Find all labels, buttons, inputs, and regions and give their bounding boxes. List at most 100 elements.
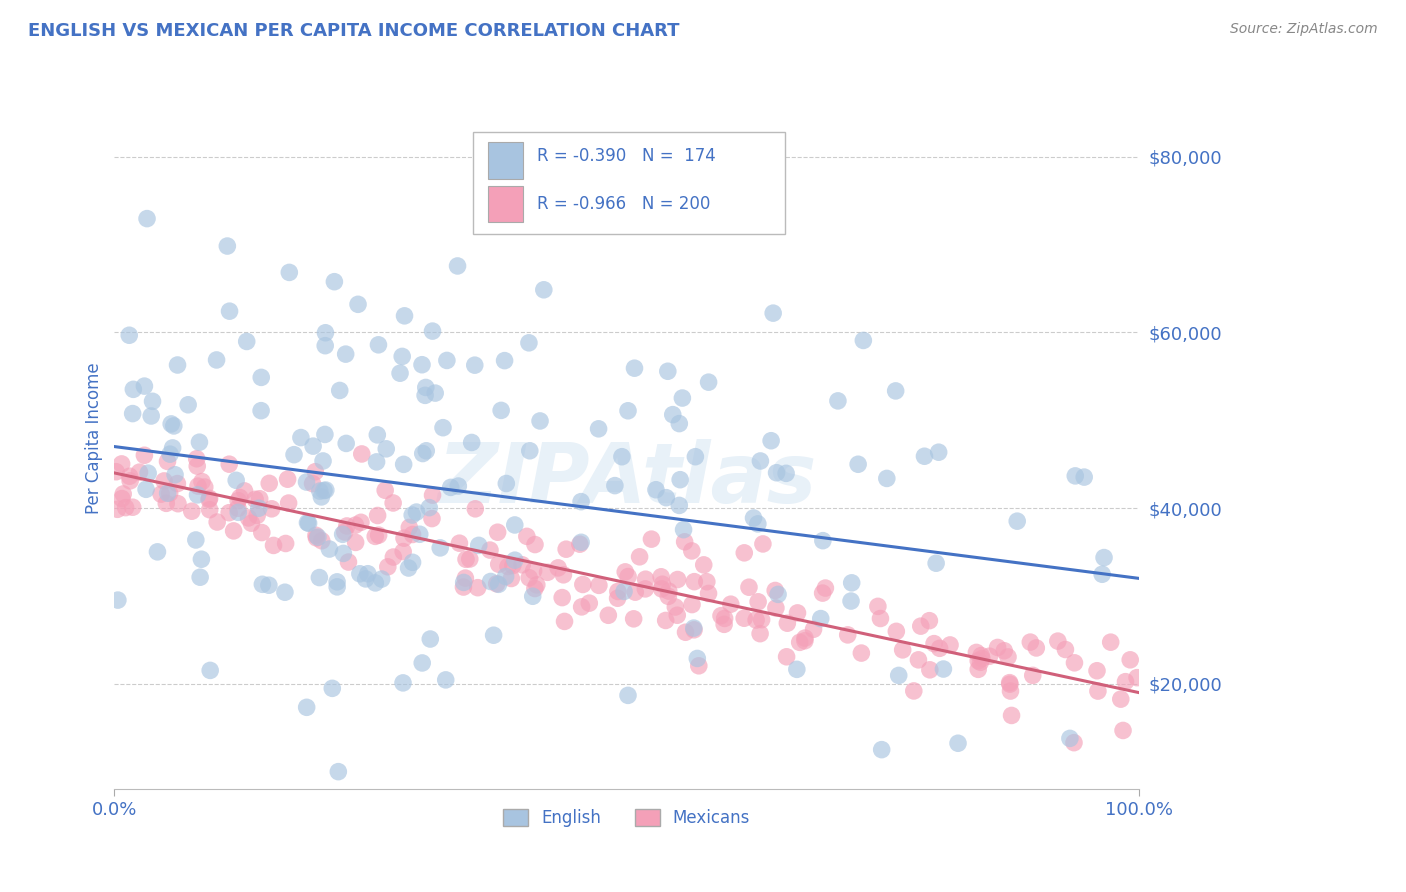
- Point: [751, 613, 773, 627]
- Point: [243, 492, 266, 507]
- Point: [156, 486, 179, 500]
- Point: [344, 535, 367, 549]
- Point: [188, 570, 211, 584]
- Point: [328, 764, 350, 779]
- Point: [186, 451, 208, 466]
- Point: [136, 211, 159, 226]
- Point: [713, 617, 735, 632]
- Point: [412, 446, 434, 460]
- Point: [533, 283, 555, 297]
- Point: [657, 590, 679, 604]
- Point: [572, 577, 595, 591]
- Point: [749, 454, 772, 468]
- Point: [198, 502, 221, 516]
- Point: [1091, 567, 1114, 582]
- Point: [657, 364, 679, 378]
- Point: [628, 549, 651, 564]
- Point: [696, 574, 718, 589]
- Point: [489, 403, 512, 417]
- Point: [198, 491, 221, 506]
- Point: [440, 480, 463, 494]
- Point: [655, 491, 678, 505]
- Point: [277, 472, 299, 486]
- Point: [827, 393, 849, 408]
- Point: [467, 581, 489, 595]
- Point: [337, 555, 360, 569]
- Point: [686, 651, 709, 665]
- Point: [775, 649, 797, 664]
- Point: [419, 632, 441, 646]
- Point: [1022, 668, 1045, 682]
- Point: [606, 591, 628, 606]
- Point: [516, 529, 538, 543]
- Point: [886, 624, 908, 639]
- Point: [786, 606, 808, 620]
- Point: [464, 501, 486, 516]
- Y-axis label: Per Capita Income: Per Capita Income: [86, 362, 103, 514]
- Point: [614, 565, 637, 579]
- Point: [671, 391, 693, 405]
- Point: [763, 583, 786, 598]
- Point: [588, 422, 610, 436]
- Point: [501, 572, 523, 586]
- Point: [623, 612, 645, 626]
- Point: [1019, 635, 1042, 649]
- Point: [693, 558, 716, 572]
- Point: [165, 467, 187, 482]
- Point: [222, 524, 245, 538]
- Point: [186, 488, 208, 502]
- Text: R = -0.390   N =  174: R = -0.390 N = 174: [537, 147, 716, 165]
- Point: [519, 443, 541, 458]
- Point: [775, 467, 797, 481]
- Point: [634, 572, 657, 586]
- Point: [120, 474, 142, 488]
- Point: [401, 555, 423, 569]
- Point: [447, 479, 470, 493]
- Point: [458, 552, 481, 566]
- Point: [238, 511, 260, 525]
- Point: [314, 427, 336, 442]
- Point: [523, 582, 546, 596]
- Point: [225, 473, 247, 487]
- Point: [987, 640, 1010, 655]
- FancyBboxPatch shape: [472, 132, 786, 234]
- Point: [332, 546, 354, 560]
- Point: [997, 649, 1019, 664]
- Point: [688, 658, 710, 673]
- Point: [666, 608, 689, 623]
- Point: [112, 487, 135, 501]
- Point: [1025, 640, 1047, 655]
- Point: [367, 338, 389, 352]
- Point: [529, 414, 551, 428]
- Point: [413, 388, 436, 402]
- Point: [998, 677, 1021, 691]
- Point: [765, 601, 787, 615]
- Point: [1063, 736, 1085, 750]
- Point: [1114, 674, 1136, 689]
- Point: [392, 458, 415, 472]
- Point: [401, 527, 423, 541]
- Point: [226, 493, 249, 508]
- Point: [392, 544, 415, 558]
- Point: [260, 501, 283, 516]
- Point: [661, 408, 683, 422]
- Point: [367, 528, 389, 542]
- Point: [551, 591, 574, 605]
- Point: [415, 443, 437, 458]
- Point: [651, 577, 673, 591]
- Point: [468, 538, 491, 552]
- Point: [979, 649, 1001, 664]
- Point: [297, 516, 319, 530]
- Point: [315, 483, 337, 497]
- Point: [749, 626, 772, 640]
- Text: Source: ZipAtlas.com: Source: ZipAtlas.com: [1230, 22, 1378, 37]
- Point: [180, 504, 202, 518]
- Point: [765, 466, 787, 480]
- Point: [128, 465, 150, 479]
- Point: [198, 664, 221, 678]
- Point: [146, 545, 169, 559]
- Point: [650, 570, 672, 584]
- Point: [409, 527, 432, 541]
- Point: [160, 417, 183, 431]
- Point: [187, 479, 209, 493]
